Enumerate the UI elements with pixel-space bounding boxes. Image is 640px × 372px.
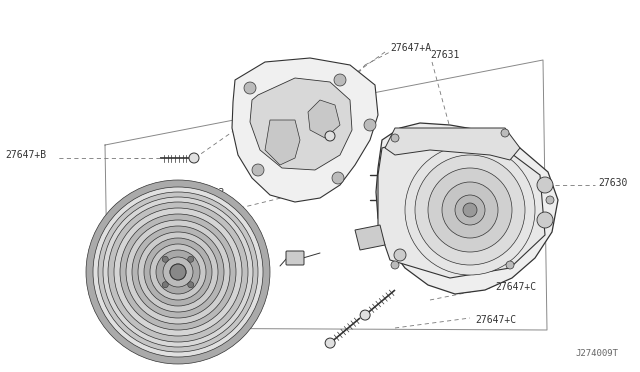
Circle shape bbox=[405, 145, 535, 275]
Polygon shape bbox=[232, 58, 378, 202]
Circle shape bbox=[415, 155, 525, 265]
Circle shape bbox=[163, 257, 193, 287]
Polygon shape bbox=[378, 135, 545, 278]
Circle shape bbox=[114, 208, 242, 336]
Circle shape bbox=[537, 212, 553, 228]
Circle shape bbox=[391, 261, 399, 269]
Circle shape bbox=[455, 195, 485, 225]
Text: 27647+C: 27647+C bbox=[495, 282, 536, 292]
Circle shape bbox=[86, 180, 270, 364]
Circle shape bbox=[156, 250, 200, 294]
Circle shape bbox=[463, 203, 477, 217]
Circle shape bbox=[144, 238, 212, 306]
Circle shape bbox=[364, 119, 376, 131]
Circle shape bbox=[103, 197, 253, 347]
Circle shape bbox=[188, 256, 194, 262]
Text: J274009T: J274009T bbox=[575, 349, 618, 358]
Circle shape bbox=[506, 261, 514, 269]
Circle shape bbox=[189, 153, 199, 163]
Polygon shape bbox=[265, 120, 300, 165]
Text: 27647+A: 27647+A bbox=[390, 43, 431, 53]
Circle shape bbox=[442, 182, 498, 238]
Circle shape bbox=[98, 192, 258, 352]
Polygon shape bbox=[308, 100, 340, 138]
Circle shape bbox=[244, 82, 256, 94]
FancyBboxPatch shape bbox=[286, 251, 304, 265]
Circle shape bbox=[132, 226, 224, 318]
Circle shape bbox=[501, 129, 509, 137]
Circle shape bbox=[93, 187, 263, 357]
Circle shape bbox=[334, 74, 346, 86]
Circle shape bbox=[170, 264, 186, 280]
Circle shape bbox=[170, 264, 186, 280]
Text: 27647+B: 27647+B bbox=[5, 150, 46, 160]
Circle shape bbox=[360, 310, 370, 320]
Circle shape bbox=[120, 214, 236, 330]
Circle shape bbox=[188, 282, 194, 288]
Circle shape bbox=[332, 172, 344, 184]
Circle shape bbox=[252, 164, 264, 176]
Text: l1910X: l1910X bbox=[152, 205, 188, 215]
Polygon shape bbox=[355, 225, 385, 250]
Circle shape bbox=[546, 196, 554, 204]
Circle shape bbox=[150, 244, 206, 300]
Polygon shape bbox=[250, 78, 352, 170]
Circle shape bbox=[126, 220, 230, 324]
Circle shape bbox=[108, 202, 248, 342]
Circle shape bbox=[391, 134, 399, 142]
Circle shape bbox=[138, 232, 218, 312]
Text: 27630: 27630 bbox=[598, 178, 627, 188]
Text: 27633: 27633 bbox=[195, 188, 225, 198]
Circle shape bbox=[163, 282, 168, 288]
Circle shape bbox=[537, 177, 553, 193]
Polygon shape bbox=[376, 123, 558, 294]
Text: 27631: 27631 bbox=[430, 50, 460, 60]
Circle shape bbox=[428, 168, 512, 252]
Circle shape bbox=[325, 131, 335, 141]
Circle shape bbox=[325, 338, 335, 348]
Polygon shape bbox=[385, 128, 520, 160]
Circle shape bbox=[163, 256, 168, 262]
Circle shape bbox=[394, 249, 406, 261]
Text: 27647+C: 27647+C bbox=[475, 315, 516, 325]
